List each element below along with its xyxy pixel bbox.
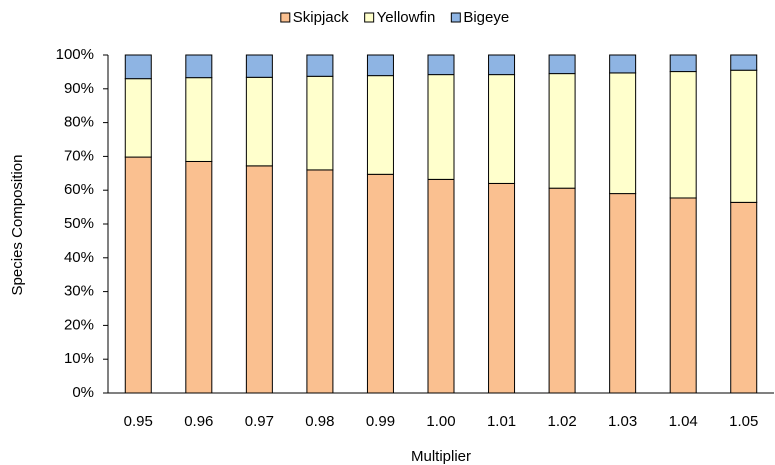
bar-segment (124, 54, 152, 80)
bar-segment (548, 187, 576, 394)
bar-segment (245, 54, 273, 78)
y-tick-label: 20% (64, 316, 94, 333)
x-tick-label: 1.02 (547, 413, 576, 430)
bar-segment (669, 54, 697, 73)
bar-segment (488, 74, 516, 184)
bar-segment (609, 54, 637, 74)
y-tick-label: 80% (64, 114, 94, 131)
bar-segment (609, 193, 637, 394)
bar-segment (306, 75, 334, 171)
x-tick-label: 0.98 (305, 413, 334, 430)
y-tick-label: 10% (64, 350, 94, 367)
x-axis-title: Multiplier (411, 448, 471, 465)
bar-segment (488, 54, 516, 76)
legend-label: Skipjack (293, 9, 349, 26)
bar-segment (366, 54, 394, 77)
legend-swatch (280, 12, 291, 23)
y-tick-label: 0% (72, 384, 94, 401)
y-tick-label: 100% (56, 46, 94, 63)
bar-segment (669, 71, 697, 199)
bar-segment (366, 173, 394, 394)
bar-segment (124, 156, 152, 394)
bar-segment (366, 75, 394, 175)
legend-label: Yellowfin (377, 9, 436, 26)
bar-segment (245, 165, 273, 394)
bar-segment (730, 201, 758, 394)
x-tick-label: 1.03 (608, 413, 637, 430)
y-tick-label: 90% (64, 80, 94, 97)
y-tick-label: 40% (64, 249, 94, 266)
y-axis-title: Species Composition (9, 155, 26, 296)
x-tick-label: 0.97 (245, 413, 274, 430)
bar-segment (427, 178, 455, 394)
bar-segment (306, 169, 334, 394)
bar-segment (669, 197, 697, 394)
bar-segment (245, 76, 273, 167)
bar-segment (609, 72, 637, 195)
x-tick-label: 1.05 (729, 413, 758, 430)
x-tick-label: 1.01 (487, 413, 516, 430)
bar-segment (306, 54, 334, 77)
bar-segment (730, 54, 758, 71)
legend-swatch (364, 12, 375, 23)
x-tick-label: 1.04 (669, 413, 698, 430)
y-tick-label: 30% (64, 283, 94, 300)
bar-segment (488, 182, 516, 394)
y-tick-label: 70% (64, 147, 94, 164)
bar-segment (185, 160, 213, 394)
x-tick-label: 1.00 (426, 413, 455, 430)
bar-segment (427, 74, 455, 180)
x-tick-label: 0.99 (366, 413, 395, 430)
x-tick-label: 0.95 (124, 413, 153, 430)
bar-segment (548, 73, 576, 189)
bar-segment (124, 78, 152, 158)
bar-segment (185, 54, 213, 79)
y-tick-label: 50% (64, 215, 94, 232)
bar-segment (185, 77, 213, 162)
x-tick-label: 0.96 (184, 413, 213, 430)
bar-segment (548, 54, 576, 75)
legend-label: Bigeye (463, 9, 509, 26)
y-tick-label: 60% (64, 181, 94, 198)
legend-swatch (450, 12, 461, 23)
bar-segment (427, 54, 455, 76)
bar-segment (730, 69, 758, 203)
